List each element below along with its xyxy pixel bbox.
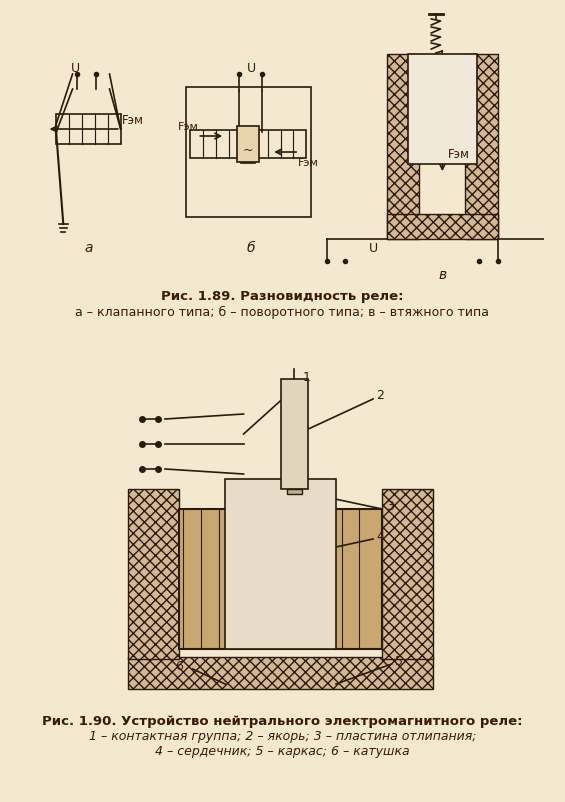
Bar [387,215,498,240]
Text: Рис. 1.90. Устройство нейтрального электромагнитного реле:: Рис. 1.90. Устройство нейтрального элект… [42,715,523,727]
Bar [255,131,306,159]
Bar [237,127,259,163]
Text: Fэм: Fэм [448,148,470,161]
Bar [287,489,302,494]
Text: а: а [84,241,93,255]
Bar [466,55,498,240]
Bar [186,88,311,217]
Bar [387,55,419,240]
Text: 3: 3 [386,500,394,512]
Bar [225,480,336,649]
Text: 1: 1 [302,371,310,384]
Bar [128,657,433,689]
Bar [128,489,179,659]
Text: 2: 2 [376,389,384,402]
Text: а – клапанного типа; б – поворотного типа; в – втяжного типа: а – клапанного типа; б – поворотного тип… [75,305,489,318]
Text: U: U [71,62,80,75]
Text: 1 – контактная группа; 2 – якорь; 3 – пластина отлипания;: 1 – контактная группа; 2 – якорь; 3 – пл… [89,730,476,743]
Text: ~: ~ [243,144,254,156]
Text: U: U [246,62,255,75]
Text: в: в [438,268,446,282]
Text: 4: 4 [376,530,384,543]
Text: Fэм: Fэм [177,122,198,132]
Bar [383,489,433,659]
Bar [56,115,121,145]
Text: 6: 6 [175,660,183,673]
Text: б: б [247,241,255,255]
Text: 5: 5 [395,654,403,668]
Bar [408,55,477,164]
Text: Fэм: Fэм [298,158,319,168]
Text: Рис. 1.89. Разновидность реле:: Рис. 1.89. Разновидность реле: [161,290,403,303]
Bar [190,131,241,159]
Bar [179,509,383,649]
Text: Fэм: Fэм [121,113,144,127]
Text: U: U [368,241,377,254]
Text: 4 – сердечник; 5 – каркас; 6 – катушка: 4 – сердечник; 5 – каркас; 6 – катушка [155,744,410,758]
Bar [281,379,308,489]
